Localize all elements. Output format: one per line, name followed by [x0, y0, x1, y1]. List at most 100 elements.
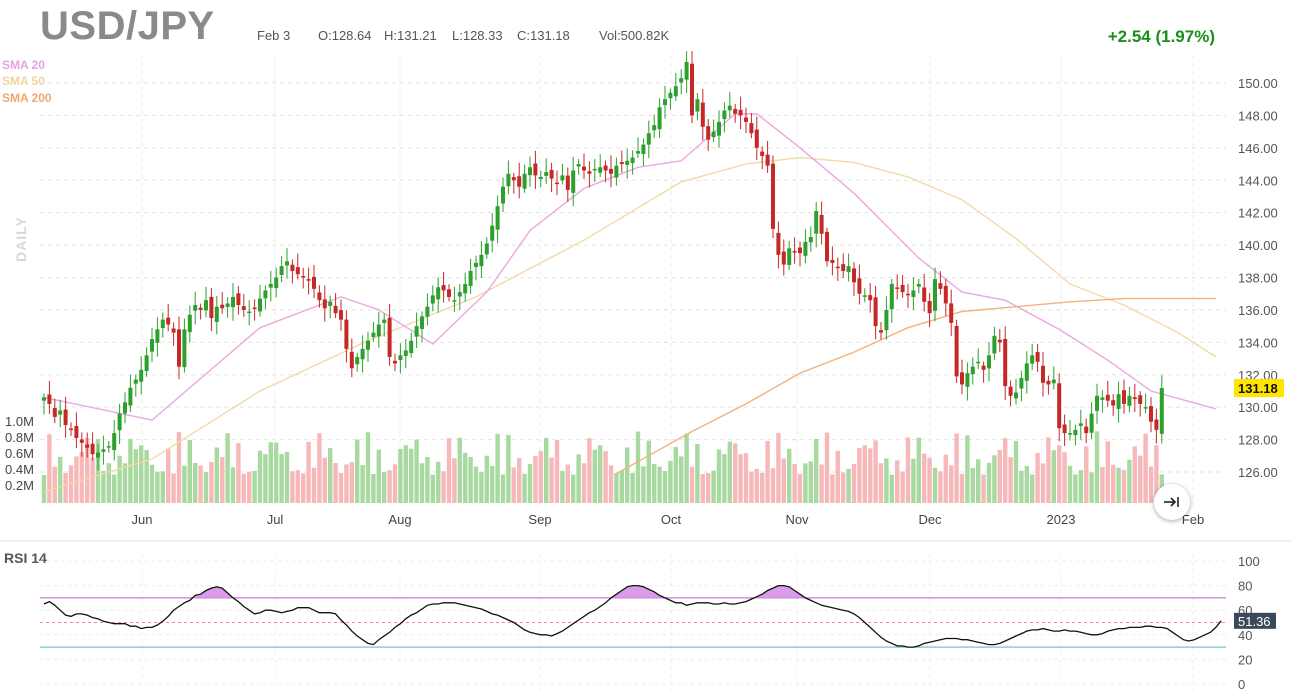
volume-bar — [895, 460, 900, 503]
x-tick-label: Dec — [918, 512, 942, 527]
candle-body — [366, 340, 370, 350]
volume-bar — [479, 472, 484, 503]
volume-bar — [749, 471, 754, 503]
volume-bar — [819, 464, 824, 503]
candle-body — [1003, 338, 1008, 387]
candle-body — [74, 426, 79, 438]
volume-bar — [1046, 437, 1051, 503]
volume-bar — [436, 461, 441, 503]
volume-bar — [959, 473, 965, 503]
volume-bar — [128, 438, 133, 503]
volume-bar — [193, 463, 198, 503]
volume-bar — [527, 464, 533, 503]
candle-body — [646, 133, 651, 145]
volume-bar — [79, 451, 84, 503]
x-tick-label: Sep — [528, 512, 551, 527]
candle-body — [436, 287, 441, 300]
volume-bar — [1040, 463, 1046, 503]
candle-body — [663, 99, 667, 106]
volume-bar — [74, 456, 79, 503]
volume-bar — [997, 450, 1002, 503]
volume-bar — [614, 473, 619, 503]
candle-body — [970, 366, 975, 375]
candle-body — [1149, 406, 1153, 422]
rsi-overbought-fill — [756, 585, 806, 598]
volume-bar — [878, 463, 884, 503]
candle-body — [58, 410, 63, 415]
rsi-tick-label: 40 — [1238, 628, 1252, 643]
volume-bar — [884, 458, 889, 503]
x-tick-label: 2023 — [1047, 512, 1076, 527]
candle-body — [279, 266, 284, 275]
volume-bar — [371, 473, 376, 503]
volume-bar — [841, 472, 846, 503]
candle-body — [679, 78, 684, 83]
volume-bar — [198, 465, 203, 503]
candle-body — [425, 306, 430, 317]
volume-bar — [101, 471, 106, 503]
rsi-title: RSI 14 — [4, 550, 47, 566]
volume-label: Vol:500.82K — [599, 28, 670, 43]
candle-body — [1154, 419, 1159, 430]
candle-body — [911, 290, 916, 297]
volume-bar — [565, 464, 570, 503]
volume-bar — [1127, 459, 1132, 503]
volume-bar — [1138, 455, 1143, 503]
candle-body — [209, 296, 214, 319]
volume-bar — [679, 456, 684, 503]
legend-sma50[interactable]: SMA 50 — [2, 74, 45, 88]
volume-bar — [290, 471, 295, 503]
price-tick-label: 144.00 — [1238, 173, 1278, 188]
rsi-tick-label: 0 — [1238, 677, 1245, 692]
volume-bar — [662, 470, 668, 503]
candle-body — [922, 287, 927, 302]
volume-bar — [187, 440, 192, 503]
candle-body — [754, 129, 759, 148]
candle-body — [884, 309, 889, 331]
candle-body — [501, 186, 505, 204]
candle-body — [387, 317, 392, 357]
volume-bar — [554, 440, 560, 503]
volume-bar — [970, 468, 975, 503]
candle-body — [1046, 380, 1051, 385]
candle-body — [841, 264, 846, 272]
candle-body — [274, 277, 279, 289]
volume-bar — [468, 456, 473, 503]
volume-bar — [322, 457, 327, 503]
volume-bar — [803, 463, 808, 503]
price-tick-label: 146.00 — [1238, 141, 1278, 156]
volume-bar — [1003, 438, 1008, 503]
legend-sma200[interactable]: SMA 200 — [2, 91, 52, 105]
volume-bar — [1154, 445, 1159, 503]
candle-body — [447, 289, 451, 297]
candle-body — [409, 340, 414, 353]
candle-body — [900, 284, 905, 293]
volume-bar — [355, 439, 360, 503]
candle-body — [349, 351, 354, 369]
candle-body — [231, 296, 235, 308]
rsi-last-tag — [1234, 612, 1276, 629]
candle-body — [787, 248, 792, 265]
volume-bar — [619, 470, 624, 503]
volume-bar — [1121, 470, 1127, 503]
candle-body — [1041, 365, 1045, 383]
volume-bar — [787, 448, 792, 503]
candle-body — [717, 121, 721, 136]
candle-body — [301, 275, 306, 278]
volume-bar — [230, 467, 236, 503]
scroll-to-latest-button[interactable] — [1154, 484, 1190, 520]
candle-body — [268, 283, 273, 288]
candle-body — [938, 283, 943, 289]
candle-body — [943, 285, 948, 304]
candle-body — [398, 355, 403, 360]
legend-sma20[interactable]: SMA 20 — [2, 58, 45, 72]
volume-bar — [344, 464, 349, 503]
volume-bar — [425, 457, 430, 503]
volume-bar — [965, 435, 970, 503]
volume-bar — [328, 448, 333, 503]
candle-body — [906, 293, 910, 296]
candle-body — [954, 325, 959, 377]
candle-body — [576, 164, 581, 167]
